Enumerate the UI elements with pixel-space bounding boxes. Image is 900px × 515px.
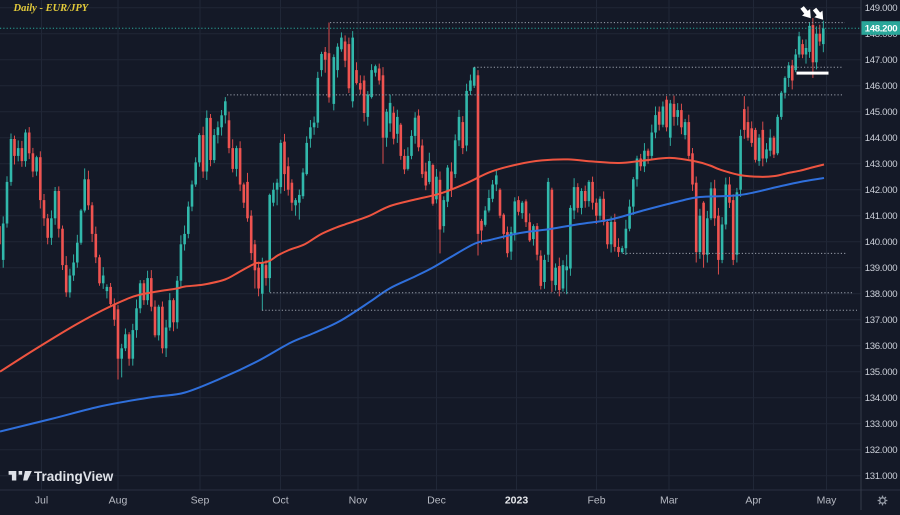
svg-text:139.000: 139.000 [865, 263, 898, 274]
svg-text:147.000: 147.000 [865, 55, 898, 66]
svg-text:149.000: 149.000 [865, 3, 898, 14]
svg-text:May: May [817, 495, 838, 507]
svg-text:131.000: 131.000 [865, 471, 898, 482]
svg-text:141.000: 141.000 [865, 211, 898, 222]
svg-text:Nov: Nov [349, 495, 368, 507]
svg-text:Sep: Sep [191, 495, 210, 507]
svg-text:Mar: Mar [660, 495, 679, 507]
svg-text:137.000: 137.000 [865, 315, 898, 326]
svg-text:146.000: 146.000 [865, 81, 898, 92]
svg-text:143.000: 143.000 [865, 159, 898, 170]
svg-text:148.200: 148.200 [865, 24, 898, 35]
svg-text:2023: 2023 [505, 495, 529, 507]
svg-text:Apr: Apr [745, 495, 762, 507]
svg-text:145.000: 145.000 [865, 107, 898, 118]
svg-text:140.000: 140.000 [865, 237, 898, 248]
svg-text:Dec: Dec [427, 495, 446, 507]
svg-text:133.000: 133.000 [865, 419, 898, 430]
svg-text:Jul: Jul [35, 495, 48, 507]
svg-text:144.000: 144.000 [865, 133, 898, 144]
svg-text:Oct: Oct [272, 495, 288, 507]
svg-text:136.000: 136.000 [865, 341, 898, 352]
svg-text:Feb: Feb [587, 495, 605, 507]
svg-text:138.000: 138.000 [865, 289, 898, 300]
svg-text:132.000: 132.000 [865, 445, 898, 456]
svg-text:Aug: Aug [109, 495, 128, 507]
svg-text:TradingView: TradingView [34, 469, 114, 484]
svg-text:135.000: 135.000 [865, 367, 898, 378]
svg-text:134.000: 134.000 [865, 393, 898, 404]
svg-text:142.000: 142.000 [865, 185, 898, 196]
svg-text:Daily - EUR/JPY: Daily - EUR/JPY [13, 3, 90, 14]
